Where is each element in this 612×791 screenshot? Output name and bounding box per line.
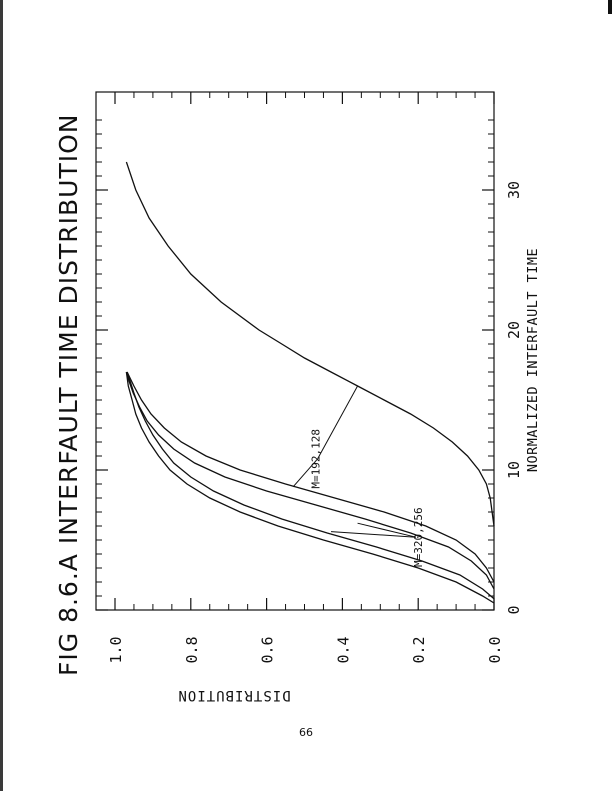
series-line-4	[126, 371, 495, 583]
x-tick-label: 0	[505, 605, 523, 614]
x-axis-ticks: 0 10 20 30	[96, 181, 523, 615]
annotation-label: M=320,256	[412, 507, 425, 567]
y-tick-label: 0.8	[183, 636, 201, 663]
chart-title: FIG 8.6.A INTERFAULT TIME DISTRIBUTION	[54, 114, 83, 676]
x-tick-label: 10	[505, 461, 523, 479]
x-tick-label: 30	[505, 181, 523, 199]
x-tick-label: 20	[505, 321, 523, 339]
annotation-leaders	[292, 385, 417, 538]
y-axis-label: DISTRIBUTION	[177, 687, 290, 703]
annotation-labels: M=320,256 M=192,128	[310, 429, 425, 567]
annotation-leader	[330, 531, 417, 538]
plot-frame	[95, 91, 495, 611]
annotation-label: M=192,128	[310, 429, 323, 489]
minor-ticks	[96, 92, 494, 610]
x-axis-label: NORMALIZED INTERFAULT TIME	[525, 248, 541, 472]
y-tick-label: 0.2	[410, 636, 428, 663]
annotation-leader	[317, 385, 358, 460]
series-line-3	[125, 371, 495, 590]
y-tick-label: 1.0	[107, 636, 125, 663]
page-number: 66	[299, 726, 313, 739]
y-tick-label: 0.4	[334, 636, 352, 663]
y-tick-label: 0.0	[486, 636, 504, 663]
y-tick-label: 0.6	[259, 636, 277, 663]
scan-edge	[0, 0, 3, 791]
series-line-1	[125, 371, 495, 604]
y-axis-ticks: 0.0 0.2 0.4 0.6 0.8 1.0	[107, 92, 504, 664]
series-layer	[125, 161, 495, 604]
annotation-leader	[357, 522, 417, 538]
scan-corner-mark	[608, 0, 612, 14]
annotation-leader	[292, 458, 319, 488]
series-line-5	[125, 161, 495, 527]
